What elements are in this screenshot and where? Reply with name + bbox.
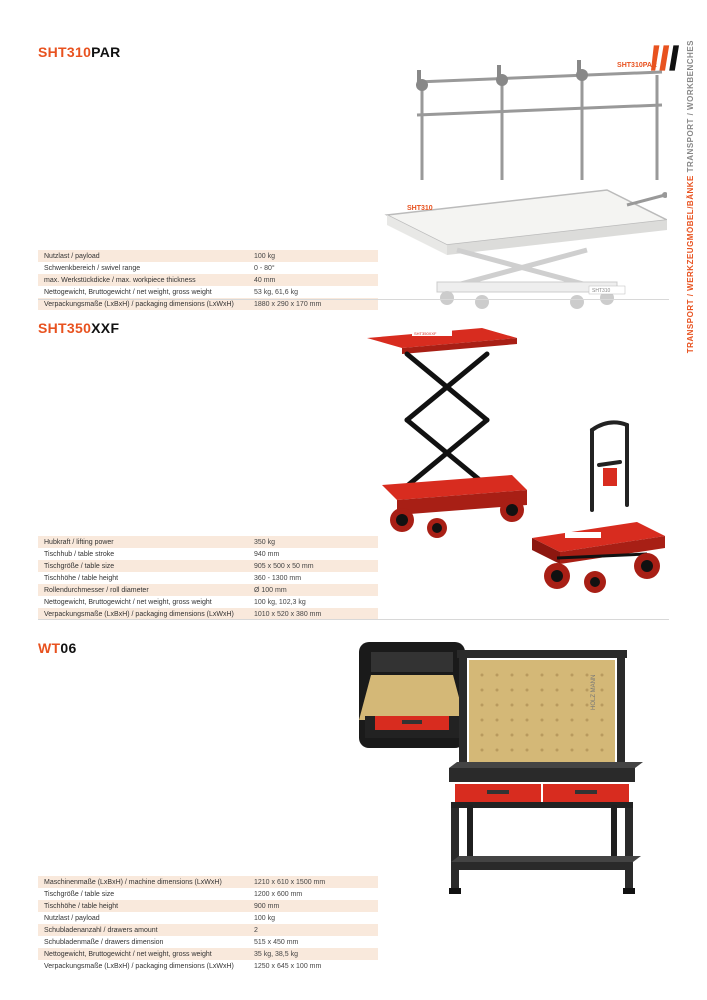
product-title-suffix: XXF [91,320,119,336]
svg-text:SHT310: SHT310 [592,288,611,294]
table-row: Rollendurchmesser / roll diameterØ 100 m… [38,584,378,596]
product-title-main: WT [38,640,60,656]
product-callout-top: SHT310PAR [617,62,657,69]
table-row: Schwenkbereich / swivel range0 - 80° [38,262,378,274]
product-image-sht350xxf: SHT350XXF [347,310,667,600]
product-title-suffix: 06 [60,640,76,656]
table-row: max. Werkstückdicke / max. workpiece thi… [38,274,378,286]
table-row: Nutzlast / payload100 kg [38,912,378,924]
table-row: Tischgröße / table size1200 x 600 mm [38,888,378,900]
product-callout-bottom: SHT310 [407,205,433,212]
table-row: Schubladenmaße / drawers dimension515 x … [38,936,378,948]
product-image-sht310par: SHT310 SHT310PAR SHT310 [367,60,667,310]
table-row: Nutzlast / payload100 kg [38,250,378,262]
table-row: Verpackungsmaße (LxBxH) / packaging dime… [38,960,378,972]
spec-table-sht350xxf: Hubkraft / lifting power350 kg Tischhub … [38,536,378,620]
product-title-main: SHT310 [38,44,91,60]
table-row: Tischhöhe / table height360 - 1300 mm [38,572,378,584]
svg-text:SHT350XXF: SHT350XXF [414,331,437,336]
product-title-suffix: PAR [91,44,120,60]
product-section-sht310par: SHT310PAR [0,0,707,300]
table-row: Tischgröße / table size905 x 500 x 50 mm [38,560,378,572]
table-row: Nettogewicht, Bruttogewicht / net weight… [38,948,378,960]
product-title-main: SHT350 [38,320,91,336]
product-section-sht350xxf: SHT350XXF SHT350XXF [0,300,707,620]
product-image-wt06: HOLZ MANN [437,640,647,900]
spec-table-wt06: Maschinenmaße (LxBxH) / machine dimensio… [38,876,378,972]
table-row: Tischhub / table stroke940 mm [38,548,378,560]
product-section-wt06: WT06 [0,620,707,960]
table-row: Tischhöhe / table height900 mm [38,900,378,912]
table-row: Hubkraft / lifting power350 kg [38,536,378,548]
table-row: Maschinenmaße (LxBxH) / machine dimensio… [38,876,378,888]
table-row: Nettogewicht, Bruttogewicht / net weight… [38,596,378,608]
svg-text:HOLZ MANN: HOLZ MANN [591,675,597,710]
table-row: Schubladenanzahl / drawers amount2 [38,924,378,936]
table-row: Nettogewicht, Bruttogewicht / net weight… [38,286,378,298]
product-title: SHT310PAR [38,44,669,60]
